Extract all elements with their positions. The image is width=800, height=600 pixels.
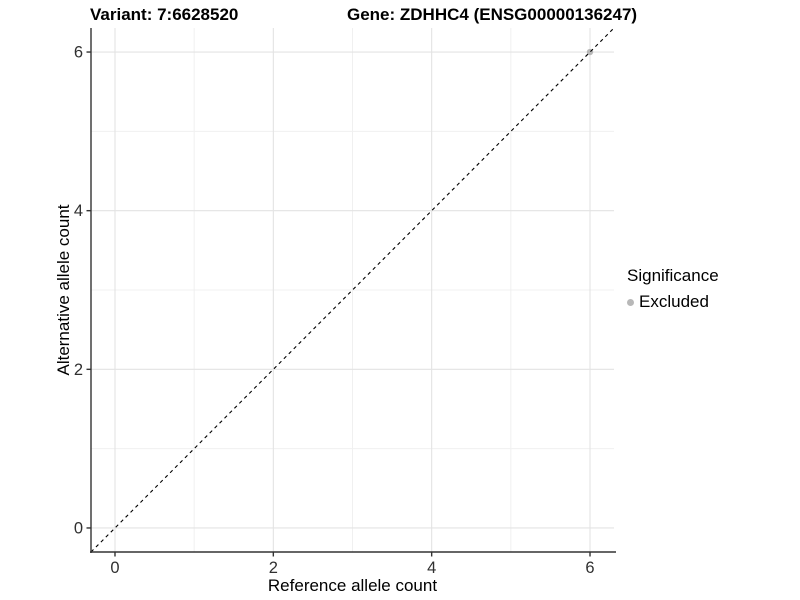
legend-item-label: Excluded	[639, 292, 709, 311]
identity-dashed-line	[90, 27, 615, 553]
x-tick-label: 4	[427, 559, 436, 577]
y-tick-label: 6	[74, 44, 83, 62]
x-tick-label: 6	[585, 559, 594, 577]
chart-title-gene: Gene: ZDHHC4 (ENSG00000136247)	[347, 5, 638, 24]
y-tick-label: 0	[74, 519, 83, 537]
circle-marker-icon	[627, 298, 634, 306]
y-tick-label: 4	[74, 202, 83, 220]
y-tick-label: 2	[74, 361, 83, 379]
y-axis-title: Alternative allele count	[54, 204, 73, 376]
x-tick-label: 0	[110, 559, 119, 577]
legend-title: Significance	[627, 266, 719, 285]
x-axis-title: Reference allele count	[267, 576, 438, 595]
chart-title-variant: Variant: 7:6628520	[90, 5, 239, 24]
legend: Significance Excluded	[627, 266, 719, 312]
legend-item-excluded: Excluded	[627, 292, 719, 312]
x-tick-label: 2	[269, 559, 278, 577]
